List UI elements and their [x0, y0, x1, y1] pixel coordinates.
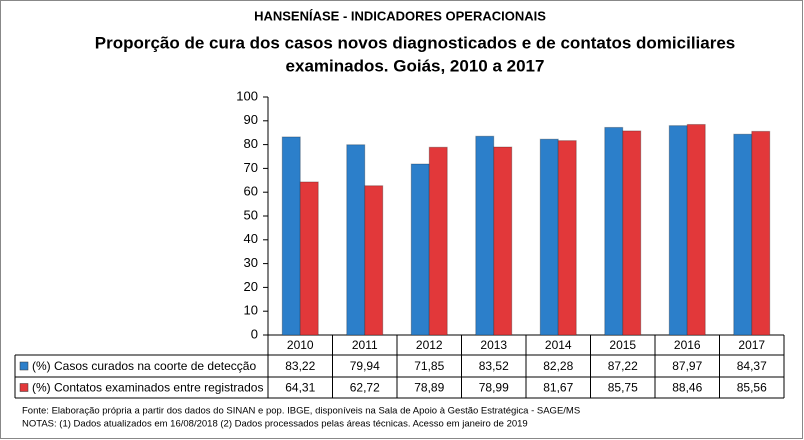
data-label: 88,46 [672, 381, 702, 395]
bar [751, 130, 771, 336]
data-label: 79,94 [350, 359, 380, 373]
y-tick-label: 40 [244, 231, 258, 246]
note: NOTAS: (1) Dados atualizados em 16/08/20… [22, 419, 528, 430]
y-tick-label: 100 [236, 88, 258, 103]
data-label: 83,22 [285, 359, 315, 373]
bar [622, 130, 642, 336]
x-tick-label: 2015 [609, 338, 636, 352]
bar [475, 135, 495, 336]
y-tick-label: 30 [244, 255, 258, 270]
y-tick-label: 20 [244, 279, 258, 294]
bar [410, 163, 430, 336]
data-label: 83,52 [479, 359, 509, 373]
x-tick-label: 2012 [416, 338, 443, 352]
bar [428, 146, 448, 336]
data-label: 62,72 [350, 381, 380, 395]
data-label: 84,37 [737, 359, 767, 373]
data-label: 87,97 [672, 359, 702, 373]
data-label: 78,99 [479, 381, 509, 395]
y-tick-label: 50 [244, 207, 258, 222]
y-tick-label: 10 [244, 303, 258, 318]
bar [604, 126, 624, 336]
y-tick-label: 0 [251, 326, 258, 341]
bar [557, 140, 577, 336]
x-tick-label: 2014 [545, 338, 572, 352]
legend-swatch [19, 361, 29, 371]
legend-label: (%) Contatos examinados entre registrado… [32, 381, 263, 395]
bar [686, 123, 706, 336]
bar [493, 146, 513, 336]
x-tick-label: 2013 [480, 338, 507, 352]
data-label: 64,31 [285, 381, 315, 395]
data-label: 87,22 [608, 359, 638, 373]
x-tick-label: 2010 [287, 338, 314, 352]
bar [346, 144, 366, 336]
data-label: 78,89 [414, 381, 444, 395]
y-tick-label: 60 [244, 184, 258, 199]
legend-swatch [19, 383, 29, 392]
note: Fonte: Elaboração própria a partir dos d… [22, 406, 580, 417]
chart-title: HANSENÍASE - INDICADORES OPERACIONAIS [254, 8, 546, 23]
chart-subtitle: Proporção de cura dos casos novos diagno… [95, 33, 736, 52]
bar [281, 136, 301, 336]
y-tick-label: 80 [244, 136, 258, 151]
data-label: 85,75 [608, 381, 638, 395]
data-label: 85,56 [737, 381, 767, 395]
data-label: 71,85 [414, 359, 444, 373]
bar [668, 125, 688, 336]
bar [299, 181, 319, 336]
bar [539, 138, 559, 336]
data-label: 81,67 [543, 381, 573, 395]
x-tick-label: 2011 [352, 338, 378, 352]
bar [364, 185, 384, 336]
chart-subtitle: examinados. Goiás, 2010 a 2017 [286, 56, 545, 75]
x-tick-label: 2017 [738, 338, 765, 352]
data-label: 82,28 [543, 359, 573, 373]
x-tick-label: 2016 [674, 338, 701, 352]
bar [733, 133, 753, 336]
y-tick-label: 90 [244, 112, 258, 127]
y-tick-label: 70 [244, 160, 258, 175]
legend-label: (%) Casos curados na coorte de detecção [32, 359, 256, 373]
